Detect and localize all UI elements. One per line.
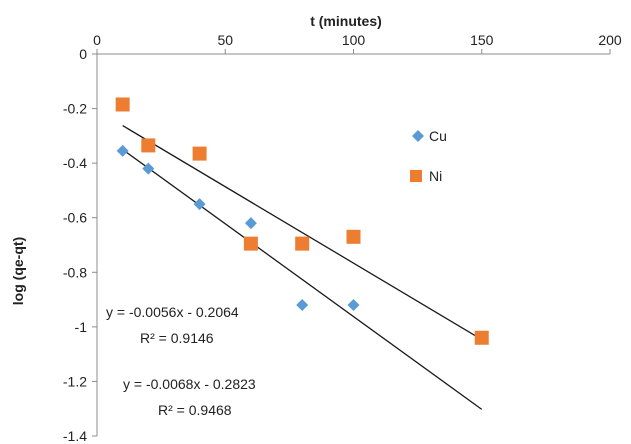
data-point-ni — [474, 330, 489, 345]
legend-marker-ni — [410, 170, 422, 182]
r2-ni: R² = 0.9146 — [140, 330, 214, 346]
x-tick-label: 150 — [470, 32, 494, 48]
y-tick-label: -0.6 — [63, 210, 87, 226]
x-tick-label: 200 — [598, 32, 622, 48]
data-points — [115, 97, 489, 345]
trendline-cu — [122, 149, 483, 410]
y-axis: 0 -0.2 -0.4 -0.6 -0.8 -1 -1.2 -1.4 — [63, 46, 98, 444]
equation-cu: y = -0.0068x - 0.2823 — [123, 376, 256, 392]
trendline-ni — [122, 125, 483, 341]
x-tick-label: 0 — [93, 32, 101, 48]
legend: Cu Ni — [410, 128, 447, 184]
y-tick-label: -1.4 — [63, 428, 87, 444]
y-tick-label: -1.2 — [63, 373, 87, 389]
legend-marker-cu — [412, 130, 424, 142]
y-tick-label: 0 — [79, 46, 87, 62]
data-point-cu — [116, 144, 129, 157]
data-point-cu — [193, 198, 206, 211]
x-tick-label: 100 — [342, 32, 366, 48]
legend-label-ni: Ni — [429, 168, 442, 184]
r2-cu: R² = 0.9468 — [158, 402, 232, 418]
y-tick-label: -1 — [75, 319, 88, 335]
trendline-annotations: y = -0.0056x - 0.2064 R² = 0.9146 y = -0… — [106, 304, 256, 418]
trendlines — [122, 125, 483, 410]
data-point-cu — [296, 299, 309, 312]
data-point-ni — [192, 146, 207, 161]
y-tick-label: -0.4 — [63, 155, 87, 171]
x-axis-title: t (minutes) — [310, 13, 382, 29]
x-axis: 0 50 100 150 200 — [93, 32, 622, 55]
data-point-cu — [244, 217, 257, 230]
y-tick-label: -0.2 — [63, 101, 87, 117]
data-point-cu — [347, 299, 360, 312]
x-tick-label: 50 — [217, 32, 233, 48]
data-point-ni — [295, 236, 310, 251]
y-axis-title: log (qe-qt) — [10, 237, 26, 305]
y-tick-label: -0.8 — [63, 264, 87, 280]
legend-label-cu: Cu — [429, 128, 447, 144]
data-point-ni — [243, 236, 258, 251]
data-point-ni — [115, 97, 130, 112]
data-point-ni — [346, 229, 361, 244]
equation-ni: y = -0.0056x - 0.2064 — [106, 304, 239, 320]
data-point-cu — [142, 162, 155, 175]
data-point-ni — [141, 138, 156, 153]
